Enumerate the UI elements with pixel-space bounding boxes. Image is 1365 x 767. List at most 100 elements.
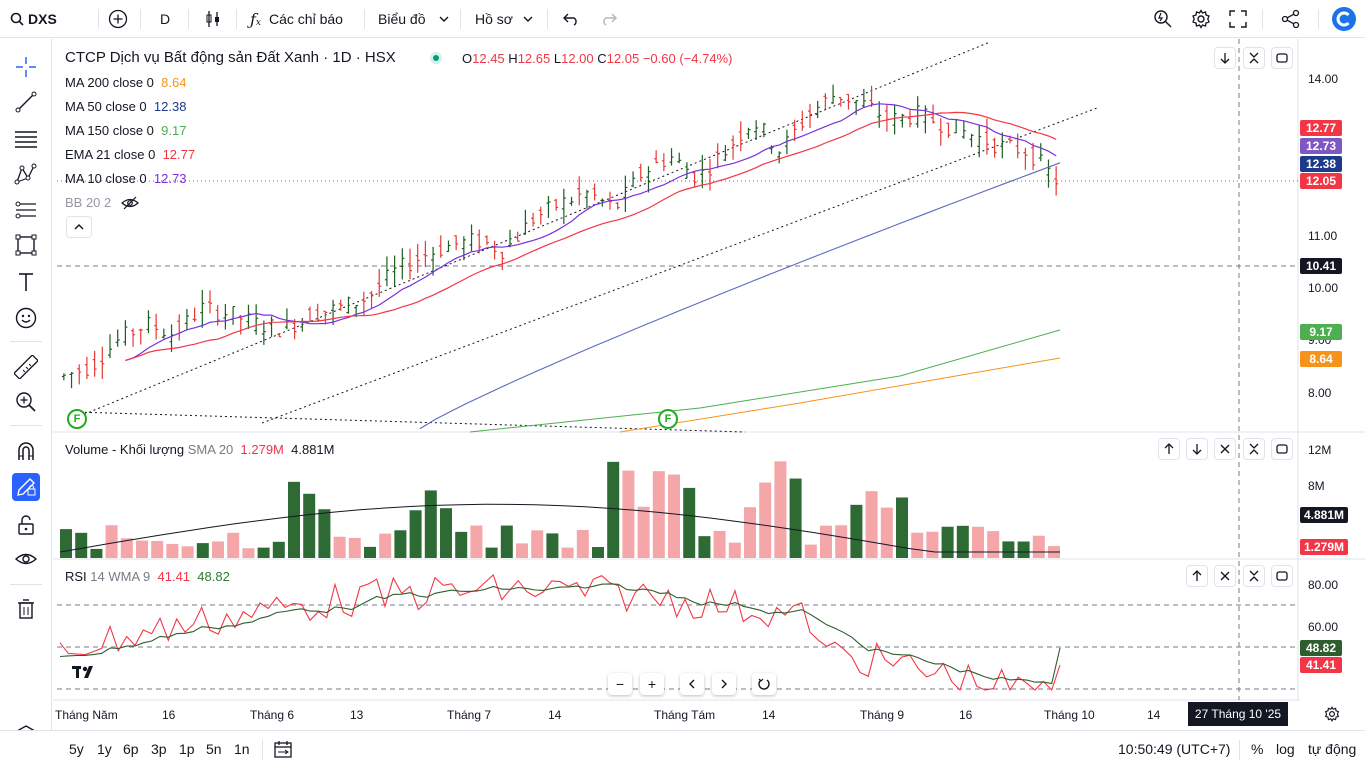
chart-type-button[interactable] bbox=[203, 0, 223, 38]
forecast-tool[interactable] bbox=[12, 196, 40, 224]
calendar-icon bbox=[274, 741, 292, 758]
pane-maximize-button[interactable] bbox=[1271, 438, 1293, 460]
rsi-legend[interactable]: RSI 14 WMA 9 41.41 48.82 bbox=[65, 569, 230, 584]
emoji-tool[interactable] bbox=[12, 304, 40, 332]
pane-move-up-button[interactable] bbox=[1186, 565, 1208, 587]
magnet-tool[interactable] bbox=[12, 438, 40, 466]
interval-button[interactable]: D bbox=[160, 11, 171, 27]
indicator-legend-bb[interactable]: BB 20 2 bbox=[65, 195, 139, 210]
time-axis-label: 14 bbox=[548, 708, 562, 722]
volume-bar bbox=[652, 471, 665, 558]
auto-scale-toggle[interactable]: tự động bbox=[1308, 741, 1357, 757]
go-to-date-button[interactable] bbox=[273, 740, 293, 761]
symbol-search[interactable]: DXS bbox=[10, 0, 57, 38]
gear-icon bbox=[1324, 706, 1340, 722]
indicators-button[interactable]: ƒx Các chỉ báo bbox=[250, 0, 343, 38]
indicator-legend-ma200[interactable]: MA 200 close 0 8.64 bbox=[65, 75, 186, 90]
fib-tool[interactable] bbox=[12, 125, 40, 153]
lock-tool[interactable] bbox=[12, 511, 40, 539]
chart-canvas[interactable] bbox=[0, 0, 1365, 730]
indicator-legend-ma150[interactable]: MA 150 close 0 9.17 bbox=[65, 123, 186, 138]
pane-move-up-button[interactable] bbox=[1158, 438, 1180, 460]
range-1m-button[interactable]: 1p bbox=[179, 741, 195, 757]
range-1d-button[interactable]: 1n bbox=[234, 741, 250, 757]
event-marker[interactable]: F bbox=[67, 409, 87, 429]
share-button[interactable] bbox=[1281, 0, 1301, 38]
indicator-legend-ema21[interactable]: EMA 21 close 0 12.77 bbox=[65, 147, 195, 162]
time-axis-label: Tháng Tám bbox=[654, 708, 716, 722]
volume-bar bbox=[835, 525, 848, 558]
event-marker[interactable]: F bbox=[658, 409, 678, 429]
indicator-legend-ma10[interactable]: MA 10 close 0 12.73 bbox=[65, 171, 186, 186]
fullscreen-button[interactable] bbox=[1229, 0, 1247, 38]
pane-close-button[interactable] bbox=[1214, 565, 1236, 587]
log-scale-toggle[interactable]: log bbox=[1276, 741, 1295, 757]
zoom-out-button[interactable]: − bbox=[608, 673, 632, 695]
pane-collapse-button[interactable] bbox=[1243, 47, 1265, 69]
divider bbox=[236, 9, 237, 29]
close-icon bbox=[1220, 444, 1230, 454]
arrow-down-icon bbox=[1220, 53, 1230, 64]
shape-tool[interactable] bbox=[12, 231, 40, 259]
measure-tool[interactable] bbox=[12, 353, 40, 381]
percent-scale-toggle[interactable]: % bbox=[1251, 741, 1264, 757]
pane-move-down-button[interactable] bbox=[1186, 438, 1208, 460]
range-5y-button[interactable]: 5y bbox=[69, 741, 84, 757]
crosshair-icon bbox=[16, 57, 36, 77]
volume-bar bbox=[455, 531, 468, 558]
market-status-dot bbox=[429, 51, 443, 68]
pattern-tool[interactable] bbox=[12, 160, 40, 188]
eye-hidden-icon[interactable] bbox=[120, 196, 139, 210]
range-3m-button[interactable]: 3p bbox=[151, 741, 167, 757]
timezone-clock[interactable]: 10:50:49 (UTC+7) bbox=[1118, 741, 1231, 757]
scroll-left-button[interactable] bbox=[680, 673, 704, 695]
volume-bar bbox=[622, 470, 635, 558]
redo-button[interactable] bbox=[601, 0, 617, 38]
crosshair-tool[interactable] bbox=[12, 53, 40, 81]
delete-tool[interactable] bbox=[12, 595, 40, 623]
compare-button[interactable] bbox=[108, 0, 128, 38]
price-tag-crosshair: 10.41 bbox=[1300, 258, 1342, 274]
tv-logo[interactable] bbox=[72, 664, 98, 685]
axis-settings-button[interactable] bbox=[1324, 706, 1340, 725]
profile-menu-button[interactable]: Hồ sơ bbox=[475, 0, 533, 38]
volume-bar bbox=[485, 547, 498, 558]
volume-bar bbox=[136, 540, 148, 558]
close-label: C bbox=[597, 51, 607, 66]
pane-collapse-button[interactable] bbox=[1243, 438, 1265, 460]
volume-axis-label: 8M bbox=[1308, 479, 1325, 493]
pane-collapse-button[interactable] bbox=[1243, 565, 1265, 587]
price-axis-label: 11.00 bbox=[1308, 229, 1338, 243]
indicator-label: MA 150 close 0 bbox=[65, 123, 154, 138]
volume-bar bbox=[120, 538, 133, 558]
range-5d-button[interactable]: 5n bbox=[206, 741, 222, 757]
indicator-legend-ma50[interactable]: MA 50 close 0 12.38 bbox=[65, 99, 186, 114]
collapse-legend-button[interactable] bbox=[66, 216, 92, 238]
pane-move-down-button[interactable] bbox=[1214, 47, 1236, 69]
zoom-in-button[interactable]: + bbox=[640, 673, 664, 695]
function-icon: ƒx bbox=[250, 9, 261, 29]
settings-button[interactable] bbox=[1191, 0, 1211, 38]
trend-line-tool[interactable] bbox=[12, 88, 40, 116]
undo-button[interactable] bbox=[563, 0, 579, 38]
pane-maximize-button[interactable] bbox=[1271, 565, 1293, 587]
reset-chart-button[interactable] bbox=[752, 673, 776, 695]
text-tool[interactable] bbox=[12, 268, 40, 296]
volume-legend[interactable]: Volume - Khối lượng SMA 20 1.279M 4.881M bbox=[65, 442, 335, 457]
quick-search-button[interactable] bbox=[1153, 0, 1173, 38]
brand-logo[interactable] bbox=[1332, 0, 1356, 38]
visibility-tool[interactable] bbox=[12, 545, 40, 573]
volume-bar bbox=[348, 537, 361, 558]
pane-maximize-button[interactable] bbox=[1271, 47, 1293, 69]
rsi-wma-line bbox=[59, 583, 1061, 685]
volume-value: 1.279M bbox=[240, 442, 284, 457]
lock-drawing-tool[interactable] bbox=[12, 473, 40, 501]
chart-menu-button[interactable]: Biểu đồ bbox=[378, 0, 449, 38]
scroll-right-button[interactable] bbox=[712, 673, 736, 695]
zoom-tool[interactable] bbox=[12, 388, 40, 416]
range-1y-button[interactable]: 1y bbox=[97, 741, 112, 757]
indicator-value: 8.64 bbox=[161, 75, 187, 90]
rectangle-icon bbox=[15, 234, 37, 256]
pane-close-button[interactable] bbox=[1214, 438, 1236, 460]
range-6m-button[interactable]: 6p bbox=[123, 741, 139, 757]
